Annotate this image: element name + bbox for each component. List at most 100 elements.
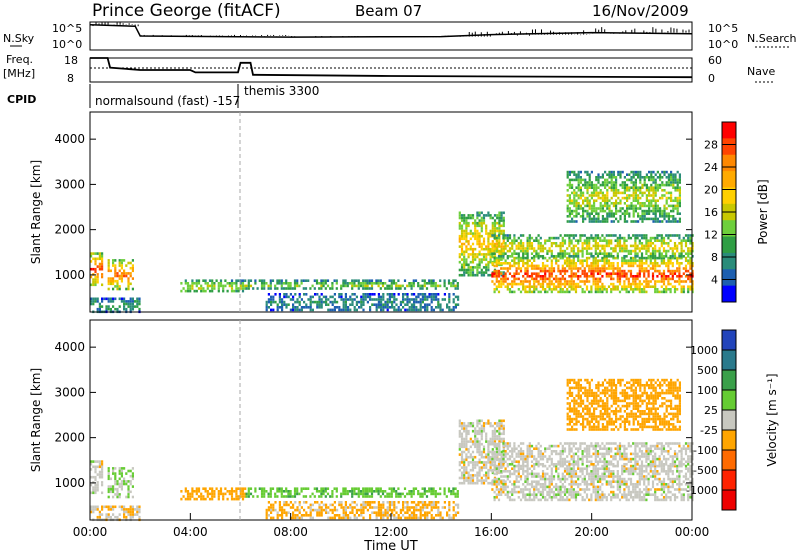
echo-cell [597, 178, 600, 182]
echo-cell [125, 272, 128, 275]
echo-cell [423, 487, 426, 490]
echo-cell [237, 287, 240, 290]
echo-cell [539, 236, 542, 240]
echo-cell [684, 269, 688, 273]
echo-cell [211, 497, 214, 501]
echo-cell [652, 209, 655, 213]
echo-cell [519, 280, 523, 283]
echo-cell [680, 290, 683, 294]
echo-cell [599, 277, 602, 281]
echo-cell [294, 306, 297, 309]
echo-cell [616, 275, 619, 278]
echo-cell [592, 280, 595, 283]
echo-cell [643, 288, 646, 291]
echo-band [458, 419, 505, 485]
echo-cell [491, 216, 494, 220]
echo-cell [436, 284, 440, 288]
echo-cell [667, 280, 670, 283]
echo-cell [421, 487, 424, 490]
echo-cell [348, 490, 352, 493]
echo-cell [107, 269, 110, 273]
echo-cell [676, 196, 679, 200]
echo-cell [687, 277, 690, 281]
echo-cell [327, 308, 330, 312]
echo-cell [344, 506, 347, 509]
echo-cell [650, 199, 653, 202]
echo-cell [303, 514, 306, 517]
echo-cell [618, 290, 622, 294]
echo-cell [579, 170, 582, 174]
echo-cell [652, 191, 655, 195]
echo-cell [522, 275, 525, 278]
echo-cell [109, 307, 112, 311]
echo-cell [522, 234, 525, 237]
echo-cell [467, 224, 470, 228]
echo-cell [617, 209, 620, 213]
echo-cell [322, 508, 325, 512]
echo-cell [659, 209, 662, 213]
echo-cell [271, 279, 275, 282]
echo-cell [285, 514, 288, 517]
echo-cell [458, 227, 461, 230]
echo-cell [292, 308, 295, 312]
echo-cell [219, 487, 223, 490]
echo-cell [687, 275, 690, 278]
echo-cell [478, 448, 481, 451]
echo-cell [463, 463, 466, 467]
echo-cell [362, 293, 365, 296]
echo-cell [200, 287, 203, 290]
echo-cell [495, 488, 498, 491]
echo-cell [460, 234, 464, 238]
echo-cell [109, 487, 112, 491]
echo-cell [612, 212, 615, 215]
echo-cell [131, 515, 134, 519]
echo-cell [324, 487, 327, 490]
echo-cell [511, 488, 514, 491]
echo-cell [245, 495, 248, 498]
echo-cell [410, 501, 413, 504]
echo-cell [678, 280, 681, 283]
echo-cell [134, 300, 137, 303]
echo-cell [474, 253, 477, 256]
echo-cell [610, 220, 613, 223]
echo-cell [574, 252, 578, 255]
echo-cell [645, 290, 648, 294]
echo-cell [636, 282, 639, 286]
echo-cell [515, 272, 518, 275]
echo-cell [357, 287, 360, 290]
echo-cell [493, 256, 496, 260]
echo-cell [114, 279, 117, 283]
echo-cell [659, 196, 662, 200]
echo-cell [388, 298, 391, 301]
echo-cell [388, 487, 391, 490]
echo-cell [129, 300, 132, 303]
echo-cell [413, 506, 416, 509]
echo-cell [316, 303, 319, 306]
echo-cell [577, 194, 580, 197]
echo-cell [482, 240, 486, 243]
echo-cell [305, 511, 308, 514]
echo-cell [116, 515, 119, 519]
echo-cell [482, 455, 486, 459]
echo-cell [412, 490, 415, 493]
echo-cell [621, 262, 624, 265]
echo-cell [621, 264, 624, 268]
echo-cell [467, 263, 470, 267]
echo-cell [568, 170, 571, 174]
echo-cell [304, 495, 308, 498]
echo-cell [265, 490, 268, 493]
echo-cell [471, 479, 475, 482]
echo-cell [568, 262, 571, 265]
echo-cell [511, 280, 514, 283]
echo-cell [331, 511, 334, 514]
echo-cell [460, 422, 464, 425]
echo-cell [237, 497, 240, 501]
echo-cell [230, 289, 234, 293]
echo-cell [524, 285, 527, 288]
echo-cell [508, 475, 512, 478]
echo-cell [364, 282, 367, 285]
echo-cell [616, 239, 619, 242]
echo-cell [594, 288, 597, 291]
echo-cell [608, 209, 611, 213]
echo-cell [415, 516, 418, 520]
